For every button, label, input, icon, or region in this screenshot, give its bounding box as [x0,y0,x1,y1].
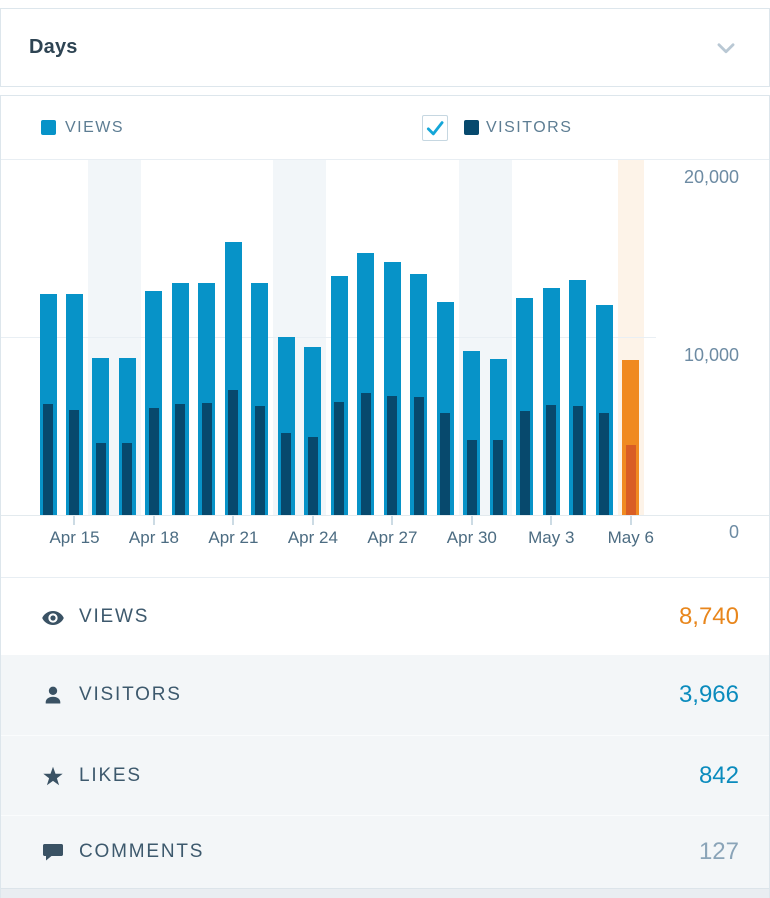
summary-row-likes[interactable]: LIKES 842 [1,735,769,815]
summary-views-value: 8,740 [678,602,739,630]
star-icon [43,766,63,785]
period-title: Days [29,36,78,58]
x-axis-label: Apr 21 [208,528,259,547]
chevron-down-icon[interactable] [713,35,739,61]
gridline-10000 [1,337,656,338]
visitors-bar[interactable] [254,406,265,515]
visitors-bar[interactable] [360,393,371,515]
stats-card: VIEWS VISITORS 20,000 10,000 0 Apr 15 Apr… [0,95,770,898]
visitors-bar[interactable] [122,443,133,515]
y-axis-label-20000: 20,000 [683,167,739,187]
summary-likes-label: LIKES [79,764,142,786]
y-axis-label-0: 0 [728,522,739,542]
summary-comments-label: COMMENTS [79,841,205,862]
axis-tick [73,516,76,525]
summary-list: VIEWS 8,740 VISITORS 3,966 LIKES 842 COM… [1,577,769,898]
x-axis-label: Apr 30 [446,528,497,547]
y-axis-label-10000: 10,000 [683,345,739,365]
visitors-bar[interactable] [599,413,610,515]
axis-tick [311,516,314,525]
visitors-bar[interactable] [466,440,477,515]
period-selector-card: Days [0,8,770,87]
visitors-bar[interactable] [334,402,345,515]
visitors-bar[interactable] [387,396,398,515]
x-axis-label: Apr 24 [287,528,338,547]
summary-views-label: VIEWS [79,605,150,627]
x-axis-label: May 6 [607,528,654,547]
visitors-bar[interactable] [69,410,80,515]
visitors-bar[interactable] [493,440,504,515]
card-bottom-edge [1,888,769,898]
visitors-checkbox[interactable] [422,114,448,141]
visitors-swatch [464,120,479,135]
x-axis-label: Apr 15 [49,528,100,547]
visitors-bar[interactable] [201,403,212,515]
visitors-bar[interactable] [307,437,318,515]
visitors-bar[interactable] [413,397,424,515]
visitors-bar[interactable] [572,406,583,515]
x-axis-label: Apr 27 [367,528,418,547]
days-dropdown[interactable]: Days [1,9,769,86]
axis-tick [629,516,632,525]
axis-tick [391,516,394,525]
visitors-bar[interactable] [281,433,292,515]
axis-tick [470,516,473,525]
x-axis-label: May 3 [528,528,575,547]
visitors-bar[interactable] [95,443,106,515]
summary-visitors-label: VISITORS [79,684,182,705]
visitors-bar[interactable] [148,408,159,515]
views-swatch [41,120,56,135]
eye-icon [42,610,64,625]
visitors-bar[interactable] [43,404,53,515]
summary-likes-value: 842 [698,761,739,789]
x-axis-label: Apr 18 [128,528,179,547]
visitors-bar[interactable] [175,404,186,515]
visitors-bar[interactable] [228,390,239,515]
chart-legend: VIEWS VISITORS [1,96,769,160]
summary-comments-value: 127 [698,838,739,865]
check-icon [426,120,444,135]
legend-visitors-label: VISITORS [486,118,573,136]
visitors-bar[interactable] [546,405,557,515]
visitors-bar[interactable] [440,413,451,515]
comment-icon [43,844,63,861]
x-axis: 0 Apr 15 Apr 18 Apr 21 Apr 24 Apr 27 Apr 30 Ma… [1,515,769,577]
legend-views-label: VIEWS [65,118,125,136]
summary-row-visitors[interactable]: VISITORS 3,966 [1,655,769,735]
axis-tick [232,516,235,525]
summary-row-views[interactable]: VIEWS 8,740 [1,578,769,655]
summary-row-comments[interactable]: COMMENTS 127 [1,815,769,888]
axis-tick [550,516,553,525]
visitors-bar[interactable] [625,445,636,515]
legend-views: VIEWS [41,96,124,159]
visitors-bar[interactable] [519,411,530,515]
legend-visitors: VISITORS [422,96,572,159]
axis-tick [152,516,155,525]
summary-visitors-value: 3,966 [678,681,739,708]
bar-chart: 20,000 10,000 [1,160,769,515]
user-icon [45,686,61,704]
